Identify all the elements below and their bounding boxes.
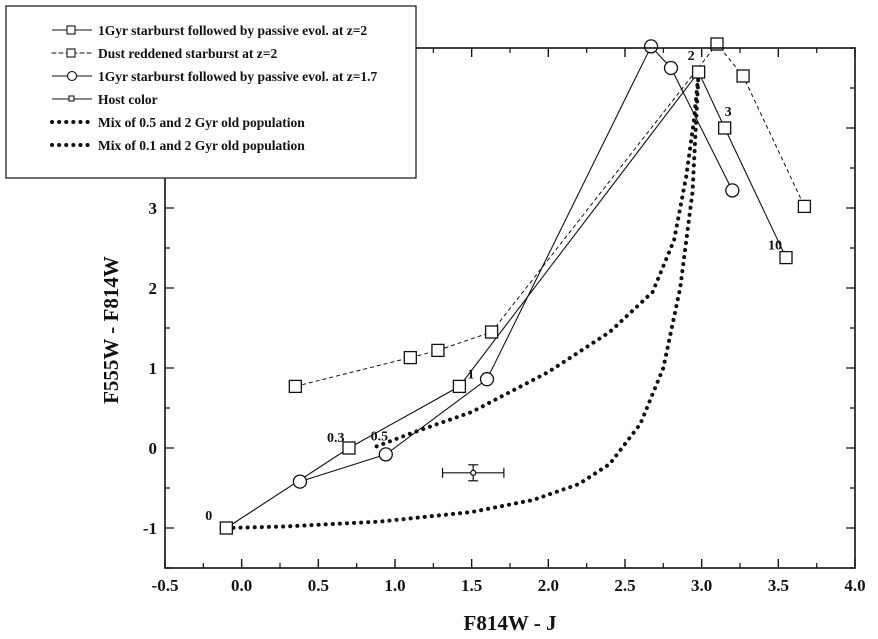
y-tick-label: -1 — [143, 519, 157, 538]
x-tick-label: 0.0 — [231, 576, 252, 595]
data-point-dust-reddened — [797, 199, 812, 214]
data-point-1gyr-z2 — [691, 65, 706, 79]
legend-label: 1Gyr starburst followed by passive evol.… — [98, 69, 378, 84]
legend: 1Gyr starburst followed by passive evol.… — [5, 5, 417, 179]
data-point-dust-reddened — [403, 350, 417, 365]
annotation-label: 2 — [688, 49, 695, 64]
legend-box — [5, 5, 417, 179]
legend-label: Dust reddened starburst at z=2 — [98, 46, 277, 61]
data-point-dust-reddened — [484, 325, 499, 339]
y-tick-label: 2 — [149, 279, 158, 298]
y-tick-label: 0 — [149, 439, 158, 458]
x-tick-label: 1.5 — [461, 576, 482, 595]
annotation-label: 1 — [467, 367, 474, 382]
data-point-dust-reddened — [431, 343, 445, 358]
data-point-1gyr-z2 — [452, 379, 467, 394]
x-tick-label: 3.5 — [768, 576, 789, 595]
y-tick-label: 3 — [149, 199, 158, 218]
series-line-1gyr-z1.7 — [299, 45, 733, 483]
data-point-1gyr-z2 — [219, 521, 233, 535]
legend-label: 1Gyr starburst followed by passive evol.… — [98, 23, 367, 38]
legend-marker-circle — [66, 70, 78, 82]
data-point-host-color — [470, 469, 477, 476]
x-tick-label: 4.0 — [844, 576, 865, 595]
legend-marker-square — [68, 95, 75, 102]
legend-label: Mix of 0.1 and 2 Gyr old population — [98, 138, 305, 153]
plot-area: 0 0.3 0.5 1 2 3 10 — [205, 37, 812, 535]
data-point-1gyr-z1.7 — [479, 372, 495, 387]
data-point-1gyr-z2 — [342, 441, 356, 455]
data-point-1gyr-z1.7 — [378, 447, 393, 462]
x-tick-label: 3.0 — [691, 576, 712, 595]
legend-marker-square — [66, 25, 76, 35]
data-point-1gyr-z2 — [779, 250, 793, 265]
axes: -0.50.00.51.01.52.02.53.03.54.0-101234 — [143, 47, 866, 595]
data-point-1gyr-z1.7 — [643, 39, 659, 54]
data-point-1gyr-z1.7 — [725, 183, 740, 198]
y-axis-label: F555W - F814W — [99, 256, 123, 404]
x-tick-label: -0.5 — [152, 576, 179, 595]
data-point-1gyr-z1.7 — [663, 60, 679, 76]
series-line-mix-0.1-2gyr — [224, 70, 701, 530]
annotation-label: 3 — [725, 105, 732, 120]
x-axis-label: F814W - J — [464, 611, 557, 635]
data-point-dust-reddened — [288, 379, 302, 394]
legend-label: Host color — [98, 92, 158, 107]
data-point-dust-reddened — [710, 37, 724, 51]
series-line-mix-0.5-2gyr — [374, 70, 701, 449]
y-tick-label: 1 — [149, 359, 158, 378]
x-tick-label: 0.5 — [308, 576, 329, 595]
annotation-label: 0 — [205, 509, 212, 524]
annotation-label: 0.3 — [327, 431, 345, 446]
series-line-1gyr-z2 — [225, 70, 787, 529]
data-point-1gyr-z1.7 — [292, 474, 308, 489]
annotation-label: 0.5 — [371, 429, 389, 444]
annotation-label: 10 — [768, 239, 782, 254]
x-tick-label: 2.5 — [614, 576, 635, 595]
legend-marker-square — [66, 48, 76, 58]
x-tick-label: 1.0 — [384, 576, 405, 595]
legend-label: Mix of 0.5 and 2 Gyr old population — [98, 115, 305, 130]
data-point-1gyr-z2 — [718, 121, 732, 135]
data-point-dust-reddened — [736, 69, 750, 83]
x-tick-label: 2.0 — [538, 576, 559, 595]
